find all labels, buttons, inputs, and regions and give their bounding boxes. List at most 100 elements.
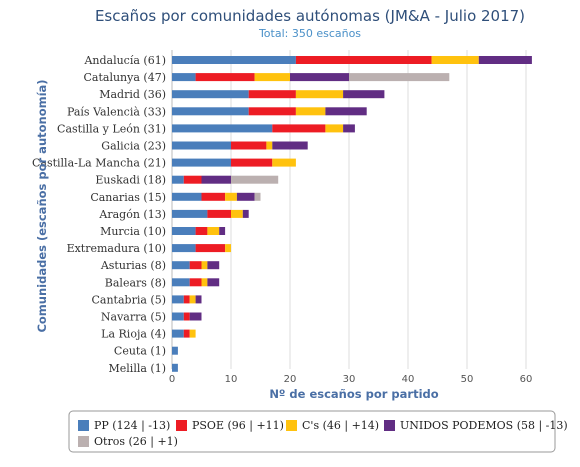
bar-segment-series-1-row-3 — [248, 107, 296, 116]
bar-segment-series-1-row-13 — [189, 278, 202, 287]
bar-segment-series-1-row-10 — [195, 227, 208, 235]
bar-segment-series-2-row-9 — [231, 209, 243, 218]
legend-label: C's (46 | +14) — [302, 419, 379, 433]
category-label: País Valencià (33) — [67, 105, 166, 118]
x-tick-label: 40 — [402, 374, 415, 385]
category-label: Castilla y León (31) — [57, 122, 166, 135]
bar-segment-series-3-row-0 — [478, 56, 532, 64]
category-label: Aragón (13) — [98, 208, 166, 221]
legend-box — [68, 410, 556, 453]
bar-segment-series-0-row-10 — [172, 227, 196, 235]
bar-segment-series-3-row-7 — [201, 175, 231, 184]
bar-segment-series-1-row-6 — [231, 158, 273, 167]
bar-segment-series-3-row-9 — [242, 209, 249, 218]
category-label: Canarias (15) — [90, 191, 166, 204]
bar-segment-series-1-row-0 — [295, 56, 432, 64]
category-label: Galicia (23) — [101, 140, 166, 153]
bar-segment-series-0-row-13 — [172, 278, 190, 287]
bar-segment-series-0-row-11 — [172, 244, 196, 253]
category-label: Asturias (8) — [100, 259, 166, 272]
bar-segment-series-2-row-16 — [189, 329, 196, 338]
bar-segment-series-3-row-1 — [290, 73, 349, 82]
bar-segment-series-1-row-11 — [195, 244, 226, 253]
bar-segment-series-3-row-10 — [219, 227, 226, 235]
legend-label: Otros (26 | +1) — [94, 435, 178, 449]
category-label: Balears (8) — [105, 276, 166, 289]
bar-segment-series-0-row-4 — [172, 124, 273, 133]
bar-segment-series-2-row-12 — [201, 261, 208, 270]
grid-lines — [171, 50, 527, 369]
x-tick-labels: 0 10 20 30 40 50 60 — [169, 374, 533, 385]
bar-segment-series-1-row-12 — [189, 261, 202, 270]
chart-subtitle: Total: 350 escaños — [258, 27, 361, 40]
bar-segment-series-0-row-2 — [172, 90, 249, 99]
bar-segment-series-2-row-1 — [254, 73, 290, 82]
bar-segment-series-3-row-12 — [207, 261, 220, 270]
bar-segment-series-0-row-15 — [172, 312, 184, 321]
bar-segment-series-0-row-8 — [172, 192, 202, 201]
bar-segment-series-2-row-14 — [189, 295, 196, 304]
bar-segment-series-3-row-14 — [195, 295, 202, 304]
bar-segment-series-0-row-0 — [172, 56, 296, 64]
category-label: Euskadi (18) — [95, 174, 166, 187]
bar-segment-series-3-row-2 — [343, 90, 385, 99]
category-labels: Andalucía (61) Catalunya (47) Madrid (36) P… — [32, 54, 166, 375]
category-label: La Rioja (4) — [101, 328, 166, 341]
category-label: Madrid (36) — [99, 88, 166, 101]
bar-segment-series-1-row-8 — [201, 192, 226, 201]
bar-segment-series-1-row-4 — [272, 124, 326, 133]
category-label: Extremadura (10) — [67, 242, 166, 255]
bar-segment-series-1-row-5 — [231, 141, 267, 150]
bar-segment-series-3-row-15 — [189, 312, 202, 321]
y-axis-title: Comunidades (escaños por autonomía) — [35, 79, 49, 332]
bar-segment-series-1-row-14 — [183, 295, 190, 304]
bar-segment-series-0-row-12 — [172, 261, 190, 270]
bar-segment-series-0-row-1 — [172, 73, 196, 82]
bar-segment-series-1-row-9 — [207, 209, 231, 218]
bar-segment-series-2-row-2 — [295, 90, 344, 99]
category-label: Cantabria (5) — [92, 293, 167, 306]
x-axis-title: Nº de escaños por partido — [269, 387, 438, 401]
category-label: Ceuta (1) — [114, 345, 166, 358]
category-label: Melilla (1) — [109, 362, 166, 375]
bar-segment-series-3-row-8 — [236, 192, 255, 201]
x-tick-label: 0 — [169, 374, 175, 385]
bar-segment-series-4-row-8 — [254, 192, 261, 201]
bar-segment-series-1-row-7 — [183, 175, 202, 184]
bar-segment-series-0-row-3 — [172, 107, 249, 116]
bar-segment-series-0-row-7 — [172, 175, 184, 184]
category-label: Navarra (5) — [101, 311, 166, 324]
bar-segment-series-2-row-3 — [295, 107, 326, 116]
bar-segment-series-0-row-18 — [172, 363, 178, 372]
bar-segment-series-0-row-16 — [172, 329, 184, 338]
legend-label: UNIDOS PODEMOS (58 | -13) — [400, 419, 568, 433]
bar-segment-series-2-row-4 — [325, 124, 344, 133]
legend-swatch — [384, 420, 395, 431]
bars — [172, 56, 532, 372]
bar-segment-series-4-row-1 — [349, 73, 450, 82]
category-label: Castilla-La Mancha (21) — [32, 157, 166, 170]
legend-swatch — [176, 420, 187, 431]
x-tick-label: 30 — [343, 374, 356, 385]
bar-segment-series-3-row-13 — [207, 278, 220, 287]
bar-segment-series-3-row-5 — [272, 141, 308, 150]
x-tick-label: 60 — [520, 374, 533, 385]
chart-title: Escaños por comunidades autónomas (JM&A … — [95, 7, 525, 25]
legend-swatch — [78, 436, 89, 447]
bar-segment-series-0-row-9 — [172, 209, 208, 218]
category-label: Catalunya (47) — [84, 71, 167, 84]
bar-segment-series-1-row-1 — [195, 73, 255, 82]
bar-segment-series-2-row-10 — [207, 227, 220, 235]
bar-segment-series-2-row-13 — [201, 278, 208, 287]
legend-label: PSOE (96 | +11) — [192, 419, 284, 433]
bar-segment-series-0-row-17 — [172, 346, 178, 355]
x-tick-label: 10 — [225, 374, 238, 385]
bar-segment-series-3-row-3 — [325, 107, 367, 116]
bar-segment-series-2-row-5 — [266, 141, 273, 150]
bar-segment-series-0-row-14 — [172, 295, 184, 304]
bar-segment-series-0-row-6 — [172, 158, 231, 167]
bar-segment-series-4-row-7 — [231, 175, 279, 184]
bar-segment-series-3-row-4 — [343, 124, 355, 133]
bar-segment-series-2-row-6 — [272, 158, 296, 167]
